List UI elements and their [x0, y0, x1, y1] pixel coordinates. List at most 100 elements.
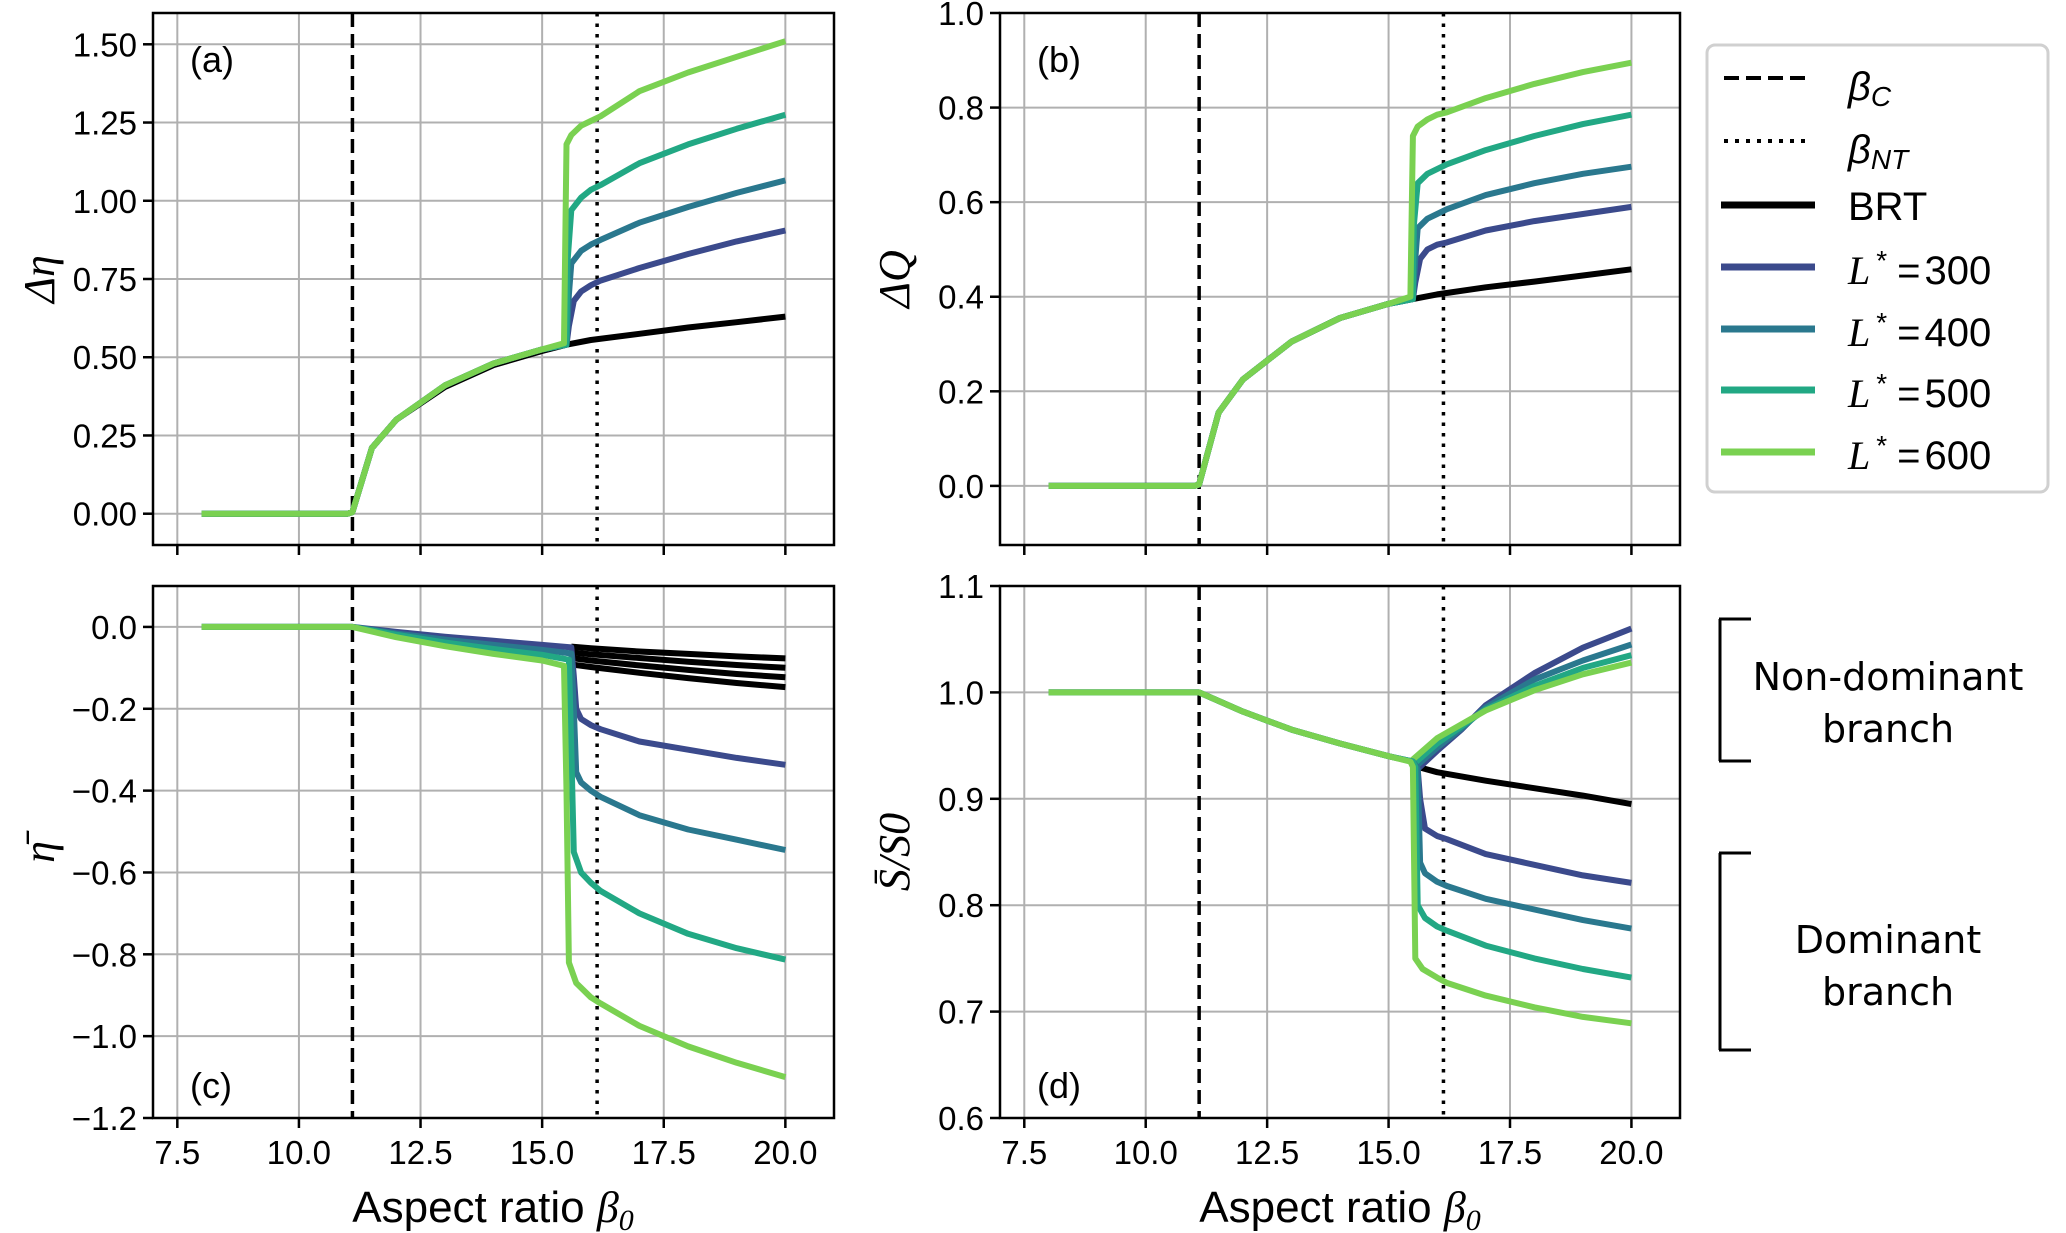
x-tick-label: 12.5	[388, 1134, 452, 1171]
y-tick-label: 1.1	[938, 568, 984, 605]
x-axis-label-c: Aspect ratio β0	[352, 1183, 633, 1233]
series-line-brt	[1416, 764, 1632, 808]
series-line-l-400	[1048, 689, 1632, 932]
x-tick-label: 20.0	[753, 1134, 817, 1171]
y-axis-label: ΔQ	[870, 250, 919, 310]
series-line-brt-l-600-	[566, 660, 786, 691]
legend-entry-beta-nt: βNT	[1724, 128, 1910, 175]
series-line-l-600	[201, 623, 787, 1080]
legend-label-brt: BRT	[1848, 185, 1927, 229]
legend-entry-l-400: L * = 400	[1721, 307, 1991, 355]
series-line-l-500	[201, 111, 787, 517]
y-tick-label: 0.50	[73, 339, 137, 376]
x-tick-label: 15.0	[510, 1134, 574, 1171]
y-tick-label: 1.25	[73, 105, 137, 142]
legend-l-entries: L * = 300 L * = 400 L * = 500 L * = 600	[1721, 245, 1991, 478]
x-tick-label: 10.0	[267, 1134, 331, 1171]
x-tick-label: 10.0	[1114, 1134, 1178, 1171]
y-tick-label: −0.6	[72, 854, 137, 891]
legend-entry-brt: BRT	[1721, 185, 1927, 229]
legend-entry-beta-c: βC	[1724, 65, 1892, 112]
non-dominant-bracket	[1718, 617, 1751, 763]
series-line-l-600-non-dominant	[1408, 659, 1633, 764]
y-tick-label: 0.75	[73, 261, 137, 298]
series-group	[201, 623, 787, 1080]
series-line-l-500	[1048, 111, 1632, 489]
series-line-l-600	[1048, 689, 1632, 1027]
dominant-label-line2: branch	[1822, 970, 1954, 1014]
legend-frame	[1705, 43, 2050, 494]
x-tick-label: 7.5	[1001, 1134, 1047, 1171]
axes-frame	[998, 584, 1682, 1120]
series-group	[1048, 625, 1633, 1027]
y-tick-label: 1.00	[73, 183, 137, 220]
series-line-brt-l-500-	[570, 655, 786, 681]
legend-label: L * = 600	[1847, 430, 1991, 478]
panel-tag: (a)	[190, 39, 234, 80]
legend-label-beta-c: βC	[1847, 65, 1892, 112]
y-tick-label: 0.7	[938, 994, 984, 1031]
series-line-brt-l-400-	[570, 649, 786, 671]
series-line-l-400	[1048, 163, 1632, 489]
legend: βC βNT BRT L * = 300 L * = 400 L * = 500 L * = 600	[1705, 43, 2050, 494]
y-tick-label: 0.00	[73, 496, 137, 533]
panel-c: 7.5 10.0 12.5 15.0 17.5 20.0 −1.2 −1.0 −0.8 −0.6 −…	[15, 584, 836, 1171]
y-tick-label: 1.0	[938, 674, 984, 711]
panel-d: 7.5 10.0 12.5 15.0 17.5 20.0 0.6 0.7 0.8 0.9 1.0 1.…	[870, 568, 1682, 1171]
legend-label: L * = 300	[1847, 245, 1991, 293]
series-group	[1048, 59, 1632, 489]
y-tick-label: 0.0	[91, 609, 137, 646]
series-line-brt	[201, 313, 786, 517]
series-line-l-300	[201, 227, 787, 517]
series-line-l-400	[201, 177, 787, 517]
legend-entry-l-600: L * = 600	[1721, 430, 1991, 478]
non-dominant-label-line1: Non-dominant	[1753, 655, 2024, 699]
y-tick-label: −0.8	[72, 936, 137, 973]
y-tick-label: −1.2	[72, 1100, 137, 1137]
y-tick-label: 0.6	[938, 1100, 984, 1137]
y-tick-label: 0.2	[938, 373, 984, 410]
panel-tag: (d)	[1037, 1065, 1081, 1106]
y-tick-label: 0.4	[938, 279, 984, 316]
y-tick-label: 0.8	[938, 90, 984, 127]
series-line-brt-l-300-	[571, 643, 786, 662]
x-tick-label: 15.0	[1356, 1134, 1420, 1171]
branch-annotations: Non-dominant branch Dominant branch	[1718, 617, 2024, 1052]
legend-label: L * = 500	[1847, 368, 1991, 416]
y-tick-label: 0.6	[938, 184, 984, 221]
y-tick-label: −1.0	[72, 1018, 137, 1055]
legend-label: L * = 400	[1847, 307, 1991, 355]
axes-frame	[998, 11, 1682, 547]
y-tick-label: 0.25	[73, 417, 137, 454]
y-axis-label: η̄	[15, 830, 64, 863]
x-tick-label: 17.5	[632, 1134, 696, 1171]
y-axis-label: S̄/S0	[870, 813, 919, 891]
series-line-brt	[1048, 266, 1632, 489]
panel-tag: (b)	[1037, 39, 1081, 80]
legend-entry-l-500: L * = 500	[1721, 368, 1991, 416]
axes-frame	[151, 584, 836, 1120]
series-line-l-600	[1048, 59, 1632, 489]
x-axis-label-d: Aspect ratio β0	[1199, 1183, 1480, 1233]
series-line-l-500	[1048, 689, 1632, 981]
y-tick-label: 1.50	[73, 26, 137, 63]
x-tick-label: 20.0	[1599, 1134, 1663, 1171]
x-tick-label: 17.5	[1478, 1134, 1542, 1171]
y-tick-label: 0.9	[938, 781, 984, 818]
y-tick-label: −0.2	[72, 691, 137, 728]
series-line-l-600	[201, 38, 787, 517]
panel-tag: (c)	[190, 1065, 232, 1106]
x-tick-label: 12.5	[1235, 1134, 1299, 1171]
legend-label-beta-nt: βNT	[1847, 128, 1910, 175]
series-line-l-300-non-dominant	[1415, 625, 1633, 772]
x-tick-label: 7.5	[154, 1134, 200, 1171]
y-tick-label: 0.0	[938, 468, 984, 505]
non-dominant-label-line2: branch	[1822, 707, 1954, 751]
panel-a: 0.00 0.25 0.50 0.75 1.00 1.25 1.50 Δη (a)	[15, 11, 836, 555]
y-tick-label: 0.8	[938, 887, 984, 924]
series-line-l-300	[1048, 203, 1632, 489]
dominant-label-line1: Dominant	[1795, 918, 1981, 962]
y-tick-label: 1.0	[938, 0, 984, 32]
dominant-bracket	[1718, 851, 1751, 1052]
